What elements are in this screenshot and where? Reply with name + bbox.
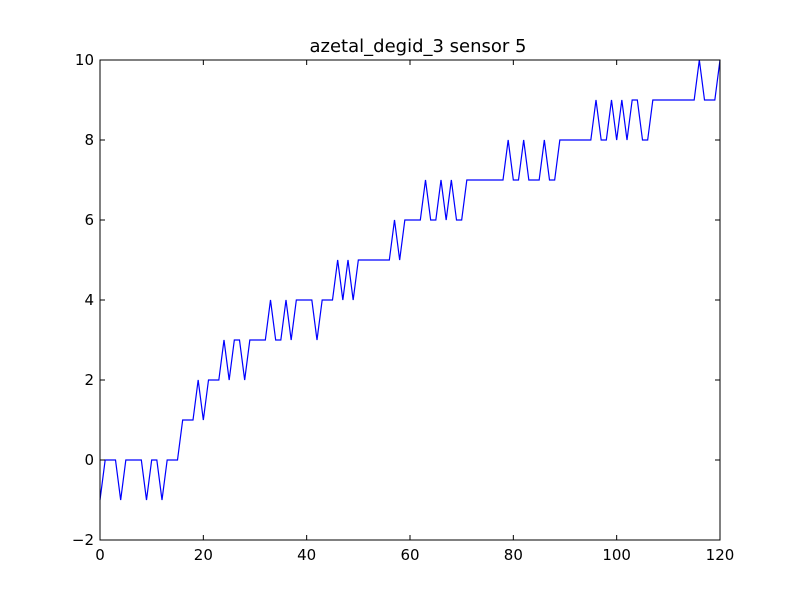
x-tick-label: 100 <box>602 546 631 564</box>
plot-frame <box>99 59 721 541</box>
plot-area <box>100 60 720 540</box>
y-tick-label: 6 <box>84 211 94 229</box>
y-tick-label: −2 <box>72 531 94 549</box>
x-tick-label: 80 <box>504 546 523 564</box>
x-tick-label: 0 <box>95 546 105 564</box>
series-line <box>99 59 721 501</box>
y-tick-label: 8 <box>84 131 94 149</box>
x-tick-label: 120 <box>706 546 735 564</box>
series-layer <box>99 59 721 501</box>
y-tick-label: 4 <box>84 291 94 309</box>
x-tick-label: 60 <box>400 546 419 564</box>
y-tick-label: 0 <box>84 451 94 469</box>
chart-title: azetal_degid_3 sensor 5 <box>310 36 527 57</box>
y-tick-label: 2 <box>84 371 94 389</box>
x-tick-label: 20 <box>194 546 213 564</box>
x-tick-label: 40 <box>297 546 316 564</box>
y-tick-label: 10 <box>75 51 94 69</box>
